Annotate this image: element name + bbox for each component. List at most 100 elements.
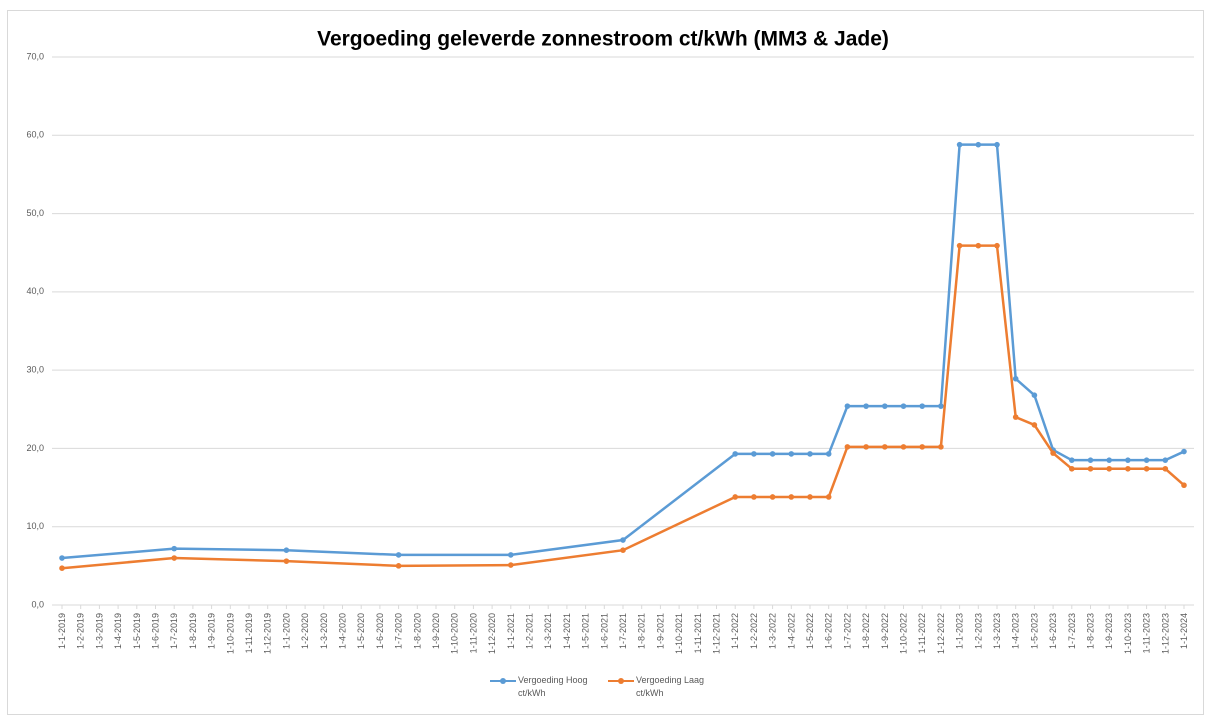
data-point	[882, 444, 888, 450]
x-tick-label: 1-6-2020	[375, 613, 385, 649]
data-point	[900, 403, 907, 409]
x-tick-label: 1-7-2019	[169, 613, 179, 649]
x-tick-label: 1-1-2019	[57, 613, 67, 649]
x-tick-label: 1-2-2020	[300, 613, 310, 649]
x-tick-label: 1-4-2019	[113, 613, 123, 649]
x-tick-label: 1-1-2021	[506, 613, 516, 649]
data-point	[732, 494, 738, 500]
data-point	[975, 141, 982, 148]
data-point	[171, 555, 177, 561]
x-tick-label: 1-12-2021	[712, 613, 722, 654]
data-point	[769, 451, 776, 457]
x-tick-label: 1-12-2022	[936, 613, 946, 654]
data-point	[1181, 482, 1187, 489]
data-point	[1162, 457, 1169, 463]
data-point	[900, 444, 907, 450]
data-point	[283, 547, 290, 553]
y-tick-label: 40,0	[26, 286, 44, 296]
data-point	[882, 403, 888, 409]
data-point	[825, 494, 832, 500]
y-tick-label: 50,0	[26, 208, 44, 218]
y-tick-label: 60,0	[26, 130, 44, 140]
data-point	[863, 403, 869, 409]
data-point	[807, 451, 813, 457]
chart-border	[7, 10, 1204, 715]
data-point	[620, 537, 626, 543]
data-point	[1106, 457, 1112, 463]
x-tick-label: 1-5-2021	[581, 613, 591, 649]
data-point	[1012, 414, 1019, 420]
data-point	[1106, 465, 1112, 472]
legend-item: Vergoeding Hoog ct/kWh	[490, 674, 588, 700]
data-point	[508, 562, 514, 568]
data-point	[171, 545, 177, 552]
x-tick-label: 1-5-2022	[805, 613, 815, 649]
x-tick-label: 1-6-2022	[824, 613, 834, 649]
x-tick-label: 1-7-2021	[618, 613, 628, 649]
data-point	[1069, 457, 1075, 463]
data-point	[807, 494, 813, 500]
data-point	[1069, 465, 1075, 472]
data-point	[825, 451, 832, 457]
data-point	[283, 558, 290, 564]
x-tick-label: 1-2-2021	[525, 613, 535, 649]
x-tick-label: 1-12-2020	[487, 613, 497, 654]
data-point	[844, 403, 851, 409]
x-tick-label: 1-10-2022	[899, 613, 909, 654]
legend-label: Vergoeding Hoog ct/kWh	[518, 675, 588, 698]
x-tick-label: 1-7-2023	[1067, 613, 1077, 649]
data-point	[1087, 457, 1094, 463]
x-tick-label: 1-4-2023	[1011, 613, 1021, 649]
x-tick-label: 1-10-2020	[450, 613, 460, 654]
x-tick-label: 1-4-2021	[562, 613, 572, 649]
x-tick-label: 1-6-2023	[1048, 613, 1058, 649]
x-tick-label: 1-11-2022	[917, 613, 927, 653]
data-point	[919, 444, 925, 450]
data-point	[1143, 465, 1150, 472]
y-tick-label: 0,0	[31, 599, 44, 609]
data-point	[938, 444, 944, 450]
data-point	[863, 444, 869, 450]
x-tick-label: 1-1-2020	[281, 613, 291, 649]
data-point	[938, 403, 944, 409]
legend-label: Vergoeding Laag ct/kWh	[636, 675, 705, 698]
x-tick-label: 1-4-2020	[338, 613, 348, 649]
data-point	[1012, 375, 1019, 382]
data-point	[1031, 422, 1038, 428]
y-tick-label: 70,0	[26, 51, 44, 61]
data-point	[1125, 465, 1131, 472]
x-tick-label: 1-3-2022	[768, 613, 778, 649]
x-tick-label: 1-2-2019	[76, 613, 86, 649]
x-tick-label: 1-9-2021	[655, 613, 665, 649]
x-tick-label: 1-5-2019	[132, 613, 142, 649]
data-point	[956, 141, 963, 148]
x-tick-label: 1-10-2019	[225, 613, 235, 654]
x-tick-label: 1-3-2020	[319, 613, 329, 649]
x-tick-label: 1-1-2024	[1179, 613, 1189, 649]
data-point	[1031, 392, 1038, 398]
legend: Vergoeding Hoog ct/kWh Vergoeding Laag ct…	[490, 674, 726, 700]
data-point	[1143, 457, 1150, 463]
x-tick-label: 1-7-2020	[394, 613, 404, 649]
x-tick-label: 1-3-2023	[992, 613, 1002, 649]
x-tick-label: 1-11-2019	[244, 613, 254, 653]
data-point	[395, 563, 402, 569]
data-point	[1162, 465, 1169, 472]
data-point	[751, 451, 757, 457]
x-tick-label: 1-2-2022	[749, 613, 759, 649]
data-point	[59, 565, 65, 572]
data-point	[508, 552, 514, 558]
y-tick-label: 30,0	[26, 365, 44, 375]
x-tick-label: 1-11-2020	[468, 613, 478, 653]
data-point	[751, 494, 757, 500]
data-point	[788, 494, 795, 500]
data-point	[769, 494, 776, 500]
data-point	[956, 242, 963, 249]
data-point	[994, 242, 1000, 249]
y-tick-label: 20,0	[26, 443, 44, 453]
x-tick-label: 1-11-2023	[1142, 613, 1152, 653]
x-tick-label: 1-12-2023	[1160, 613, 1170, 654]
x-tick-label: 1-11-2021	[693, 613, 703, 653]
